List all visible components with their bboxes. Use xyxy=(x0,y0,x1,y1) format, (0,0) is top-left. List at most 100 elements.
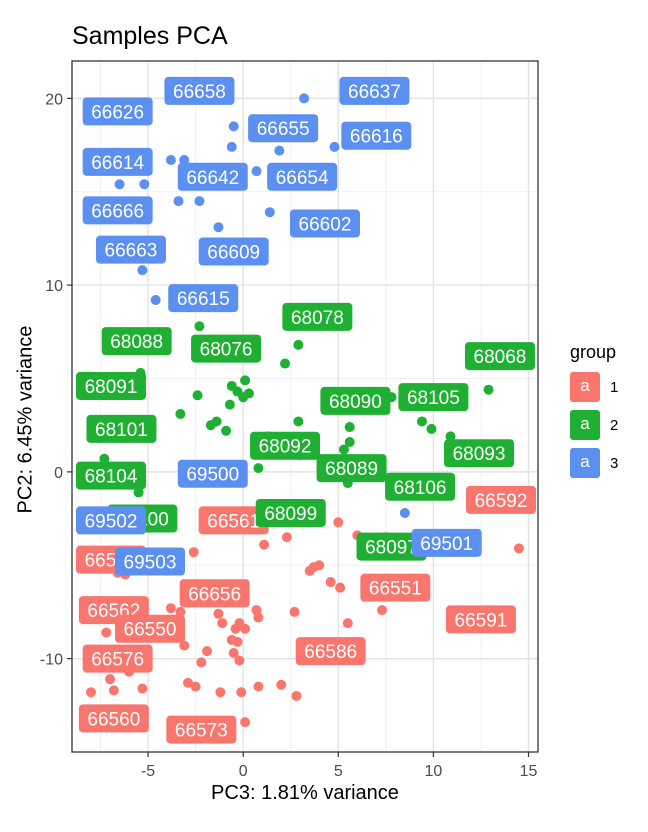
point-label-68076: 68076 xyxy=(200,340,253,361)
label-box-68078 xyxy=(282,302,353,331)
point-label-66642: 66642 xyxy=(186,168,239,189)
point-label-66655: 66655 xyxy=(257,119,310,140)
axes: -5 0 5 10 15 -10 0 10 20 xyxy=(40,91,538,780)
label-box-66550 xyxy=(114,614,185,643)
point-label-66591: 66591 xyxy=(455,610,508,631)
label-box-66654 xyxy=(267,162,338,191)
point-label-66550: 66550 xyxy=(124,620,177,641)
label-box-66663 xyxy=(95,235,166,264)
point-group-3 xyxy=(165,154,176,165)
point-label-66551: 66551 xyxy=(369,579,422,600)
label-box-68089 xyxy=(316,454,387,483)
point-label-68101: 68101 xyxy=(95,420,148,441)
point-label-66576: 66576 xyxy=(91,650,144,671)
point-label-68097: 68097 xyxy=(365,538,418,559)
label-box-66616 xyxy=(341,121,412,150)
label-box-66609 xyxy=(198,237,269,266)
point-group-3 xyxy=(228,121,239,132)
legend-key-3: a xyxy=(570,448,600,478)
point-group-2 xyxy=(416,416,427,427)
point-group-2 xyxy=(224,399,235,410)
point-label-66615: 66615 xyxy=(177,289,230,310)
point-group-1 xyxy=(230,623,241,634)
label-box-68076 xyxy=(191,334,262,363)
point-group-1 xyxy=(217,618,228,629)
point-group-3 xyxy=(114,179,125,190)
label-box-66655 xyxy=(248,114,319,143)
point-group-1 xyxy=(86,687,97,698)
label-box-66642 xyxy=(177,162,248,191)
point-group-3 xyxy=(274,145,285,156)
point-label-66616: 66616 xyxy=(350,127,403,148)
point-label-66656: 66656 xyxy=(188,584,241,605)
point-group-1 xyxy=(183,677,194,688)
point-group-1 xyxy=(196,657,207,668)
point-group-1 xyxy=(108,685,119,696)
x-tick-label: 10 xyxy=(424,763,442,780)
label-box-66560 xyxy=(78,704,149,733)
point-group-1 xyxy=(179,640,190,651)
point-group-1 xyxy=(137,683,148,694)
point-group-1 xyxy=(105,674,116,685)
label-box-66658 xyxy=(164,76,235,105)
label-box-66561 xyxy=(198,506,269,535)
point-group-3 xyxy=(251,166,262,177)
point-group-2 xyxy=(280,358,291,369)
point-group-1 xyxy=(215,687,226,698)
point-group-1 xyxy=(101,627,112,638)
point-group-2 xyxy=(293,339,304,350)
labels: 66592 66591 66551 66586 66656 66573 66560 66576… xyxy=(76,76,536,744)
point-group-1 xyxy=(213,608,224,619)
point-group-1 xyxy=(377,605,388,616)
panel-border xyxy=(71,60,539,753)
legend-label-1: 1 xyxy=(610,378,619,396)
point-group-3 xyxy=(213,222,224,233)
x-tick-label: -5 xyxy=(141,763,155,780)
point-group-3 xyxy=(139,179,150,190)
legend-item-3: a 3 xyxy=(570,448,618,478)
y-axis-label: PC2: 6.45% variance xyxy=(14,325,37,514)
point-group-1 xyxy=(251,605,262,616)
point-group-3 xyxy=(137,265,148,276)
point-group-3 xyxy=(399,507,410,518)
point-group-1 xyxy=(291,690,302,701)
point-label-69500: 69500 xyxy=(186,465,239,486)
point-group-1 xyxy=(304,565,315,576)
point-label-68092: 68092 xyxy=(259,437,312,458)
point-group-1 xyxy=(253,612,264,623)
point-group-1 xyxy=(240,717,251,728)
point-group-1 xyxy=(513,543,524,554)
x-tick-label: 15 xyxy=(520,763,538,780)
label-box-69502 xyxy=(76,506,146,535)
point-group-2 xyxy=(483,384,494,395)
point-group-2 xyxy=(426,423,437,434)
point-group-2 xyxy=(226,380,237,391)
point-group-2 xyxy=(221,425,232,436)
point-group-3 xyxy=(150,295,161,306)
label-box-66614 xyxy=(82,147,153,176)
label-box-68088 xyxy=(101,327,172,356)
point-label-68099: 68099 xyxy=(264,504,317,525)
point-group-1 xyxy=(234,655,245,666)
label-box-66637 xyxy=(339,76,410,105)
point-group-1 xyxy=(236,687,247,698)
x-tick-label: 0 xyxy=(239,763,248,780)
point-group-1 xyxy=(253,681,264,692)
point-group-2 xyxy=(293,416,304,427)
point-group-3 xyxy=(226,141,237,152)
label-box-68097 xyxy=(356,532,427,561)
label-box-69500 xyxy=(177,459,248,488)
point-group-1 xyxy=(314,560,325,571)
label-box-66592 xyxy=(466,485,536,514)
point-label-66592: 66592 xyxy=(475,491,528,512)
point-label-66614: 66614 xyxy=(91,153,144,174)
label-box-69501 xyxy=(411,528,482,557)
point-group-1 xyxy=(188,547,199,558)
point-label-68090: 68090 xyxy=(329,392,382,413)
point-label-69503: 69503 xyxy=(124,553,177,574)
label-box-68068 xyxy=(464,342,535,371)
point-label-68078: 68078 xyxy=(291,308,344,329)
point-label-69502: 69502 xyxy=(85,511,138,532)
label-box-68104 xyxy=(76,461,146,490)
